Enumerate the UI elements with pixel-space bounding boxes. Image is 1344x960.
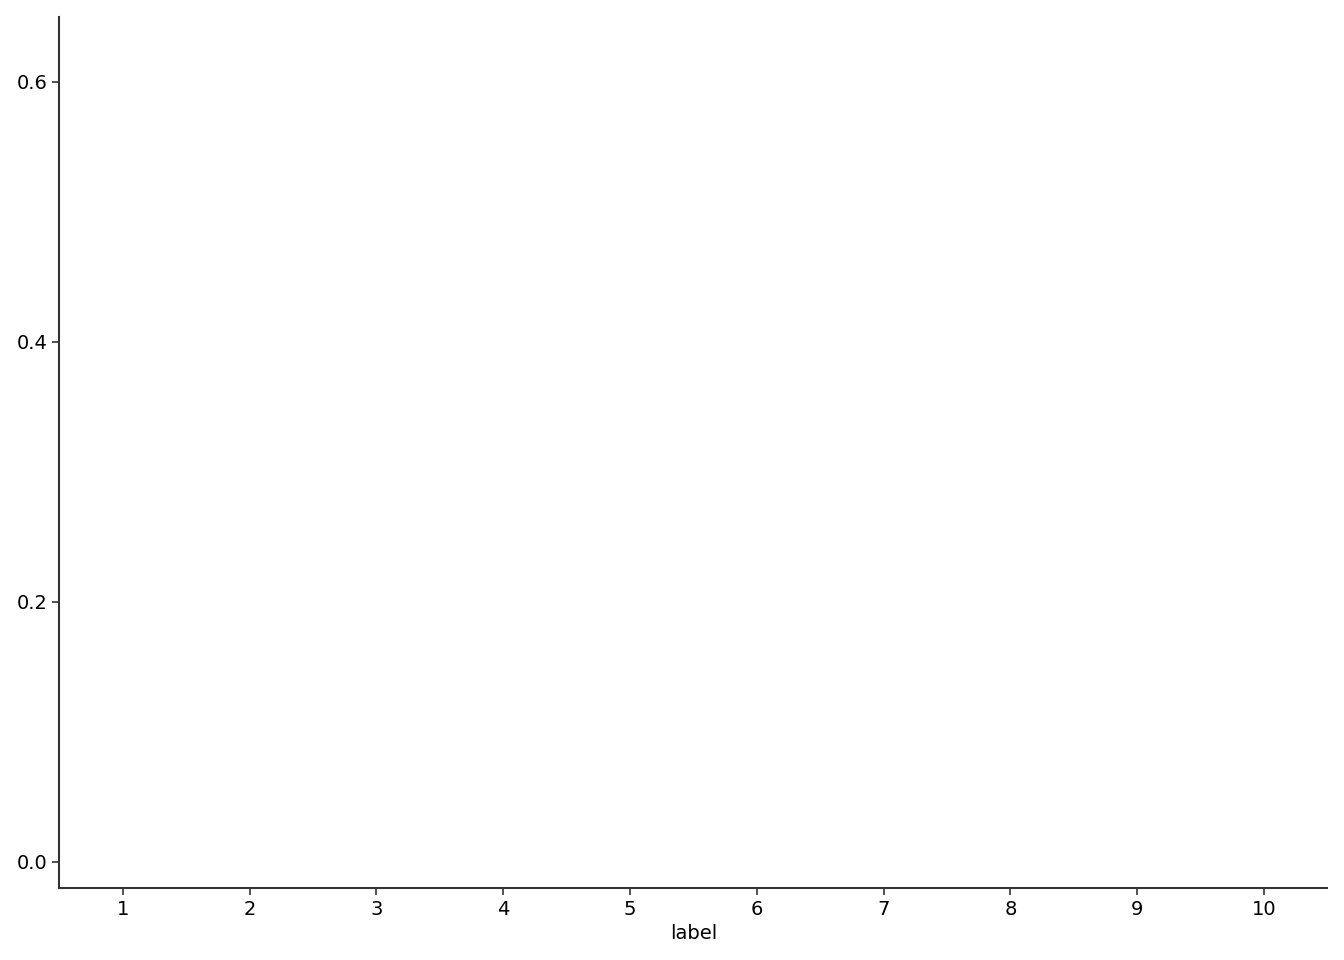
X-axis label: label: label [669, 924, 716, 944]
